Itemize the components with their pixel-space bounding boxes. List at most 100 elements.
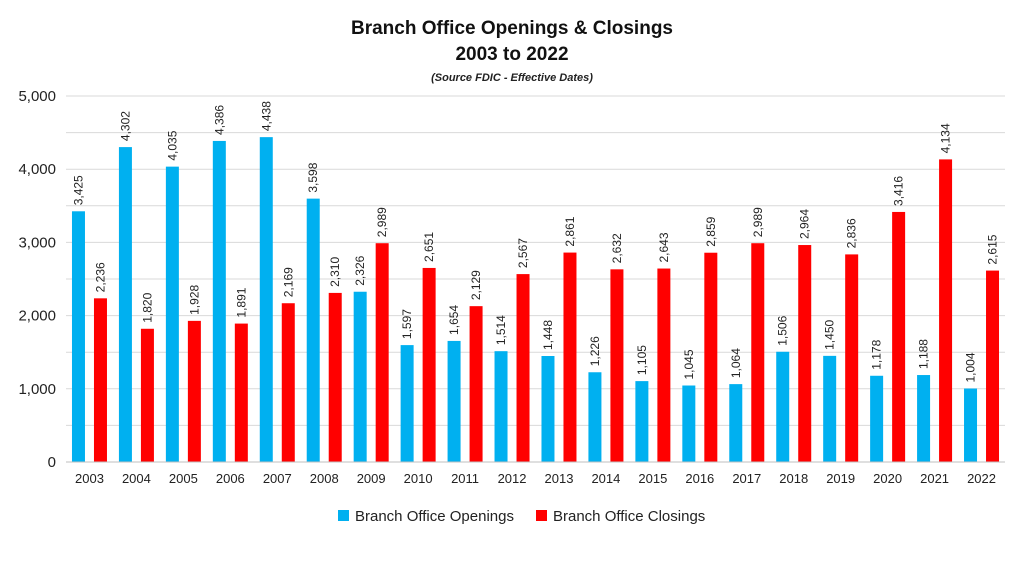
- data-label-closings: 2,643: [657, 232, 671, 262]
- data-label-closings: 2,615: [986, 234, 1000, 264]
- bar-closings: [610, 269, 624, 462]
- bar-openings: [259, 137, 273, 462]
- x-tick-label: 2017: [732, 471, 761, 486]
- data-label-openings: 4,035: [165, 130, 179, 160]
- x-axis: 2003 2004 2005 2006 2007 2008 2009 2010 2011 2012…: [66, 461, 1005, 486]
- bar-openings: [353, 291, 367, 462]
- x-tick-label: 2018: [779, 471, 808, 486]
- data-label-closings: 3,416: [892, 176, 906, 206]
- bar-closings: [892, 211, 906, 462]
- gridlines: [66, 95, 1005, 426]
- x-tick-label: 2019: [826, 471, 855, 486]
- bar-openings: [306, 198, 320, 462]
- data-label-openings: 4,438: [259, 101, 273, 131]
- bar-closings: [93, 298, 107, 462]
- legend-swatch-closings: [536, 510, 547, 521]
- y-tick-label: 4,000: [18, 161, 56, 178]
- data-label-openings: 1,448: [541, 320, 555, 350]
- data-label-closings: 4,134: [939, 123, 953, 153]
- bar-openings: [118, 147, 132, 462]
- data-label-openings: 3,425: [71, 175, 85, 205]
- x-tick-label: 2010: [404, 471, 433, 486]
- data-label-closings: 2,859: [704, 216, 718, 246]
- bar-openings: [729, 384, 743, 462]
- bar-closings: [657, 268, 671, 462]
- bar-openings: [212, 140, 226, 462]
- bar-closings: [422, 267, 436, 462]
- legend: Branch Office Openings Branch Office Clos…: [338, 508, 705, 525]
- x-tick-label: 2015: [638, 471, 667, 486]
- data-label-closings: 2,567: [516, 238, 530, 268]
- data-label-closings: 1,928: [187, 285, 201, 315]
- bar-openings: [400, 345, 414, 462]
- data-label-openings: 4,386: [212, 105, 226, 135]
- bar-closings: [751, 243, 765, 462]
- bar-closings: [234, 323, 248, 462]
- x-tick-label: 2003: [75, 471, 104, 486]
- bar-closings: [328, 292, 342, 462]
- data-label-closings: 2,836: [845, 218, 859, 248]
- bar-closings: [516, 274, 530, 462]
- y-tick-label: 0: [48, 454, 56, 471]
- data-label-openings: 1,188: [917, 339, 931, 369]
- data-label-closings: 2,310: [328, 257, 342, 287]
- y-tick-label: 1,000: [18, 381, 56, 398]
- x-tick-label: 2011: [451, 471, 479, 486]
- data-label-closings: 1,891: [234, 287, 248, 317]
- data-label-closings: 2,632: [610, 233, 624, 263]
- bar-openings: [588, 372, 602, 462]
- data-label-openings: 1,178: [870, 339, 884, 369]
- data-label-openings: 1,045: [682, 349, 696, 379]
- x-tick-label: 2013: [545, 471, 574, 486]
- x-tick-label: 2021: [920, 471, 949, 486]
- y-tick-label: 2,000: [18, 308, 56, 325]
- x-tick-label: 2004: [122, 471, 151, 486]
- bar-openings: [682, 385, 696, 462]
- data-label-closings: 2,989: [751, 207, 765, 237]
- data-label-openings: 1,506: [776, 315, 790, 345]
- bars: [71, 137, 1000, 462]
- bar-closings: [986, 270, 1000, 462]
- bar-openings: [635, 381, 649, 462]
- x-tick-label: 2022: [967, 471, 996, 486]
- bar-closings: [845, 254, 859, 462]
- x-tick-label: 2006: [216, 471, 245, 486]
- y-tick-label: 3,000: [18, 234, 56, 251]
- bar-openings: [494, 351, 508, 462]
- data-label-openings: 4,302: [118, 111, 132, 141]
- bar-closings: [375, 243, 389, 462]
- data-labels: 3,425 2,236 4,302 1,820 4,035 1,928 4,386 1,891…: [71, 101, 999, 383]
- legend-label-openings: Branch Office Openings: [355, 508, 514, 525]
- bar-openings: [823, 355, 837, 462]
- x-tick-label: 2009: [357, 471, 386, 486]
- bar-openings: [776, 351, 790, 462]
- x-tick-label: 2016: [685, 471, 714, 486]
- data-label-closings: 2,989: [375, 207, 389, 237]
- data-label-openings: 1,514: [494, 315, 508, 345]
- data-label-openings: 1,064: [729, 348, 743, 378]
- bar-closings: [187, 320, 201, 462]
- bar-openings: [165, 166, 179, 462]
- x-tick-label: 2012: [498, 471, 527, 486]
- x-tick-label: 2020: [873, 471, 902, 486]
- bar-closings: [469, 306, 483, 462]
- data-label-openings: 1,105: [635, 345, 649, 375]
- legend-swatch-openings: [338, 510, 349, 521]
- bar-closings: [140, 328, 154, 462]
- bar-openings: [964, 388, 978, 462]
- bar-openings: [917, 375, 931, 462]
- bar-openings: [870, 375, 884, 462]
- x-tick-label: 2005: [169, 471, 198, 486]
- data-label-openings: 1,226: [588, 336, 602, 366]
- bar-openings: [541, 356, 555, 462]
- chart-subtitle: 2003 to 2022: [455, 44, 568, 65]
- x-tick-label: 2007: [263, 471, 292, 486]
- bar-closings: [563, 252, 577, 462]
- data-label-closings: 2,169: [281, 267, 295, 297]
- data-label-closings: 2,236: [93, 262, 107, 292]
- bar-openings: [71, 211, 85, 462]
- data-label-closings: 2,861: [563, 216, 577, 246]
- x-tick-label: 2008: [310, 471, 339, 486]
- data-label-openings: 2,326: [353, 255, 367, 285]
